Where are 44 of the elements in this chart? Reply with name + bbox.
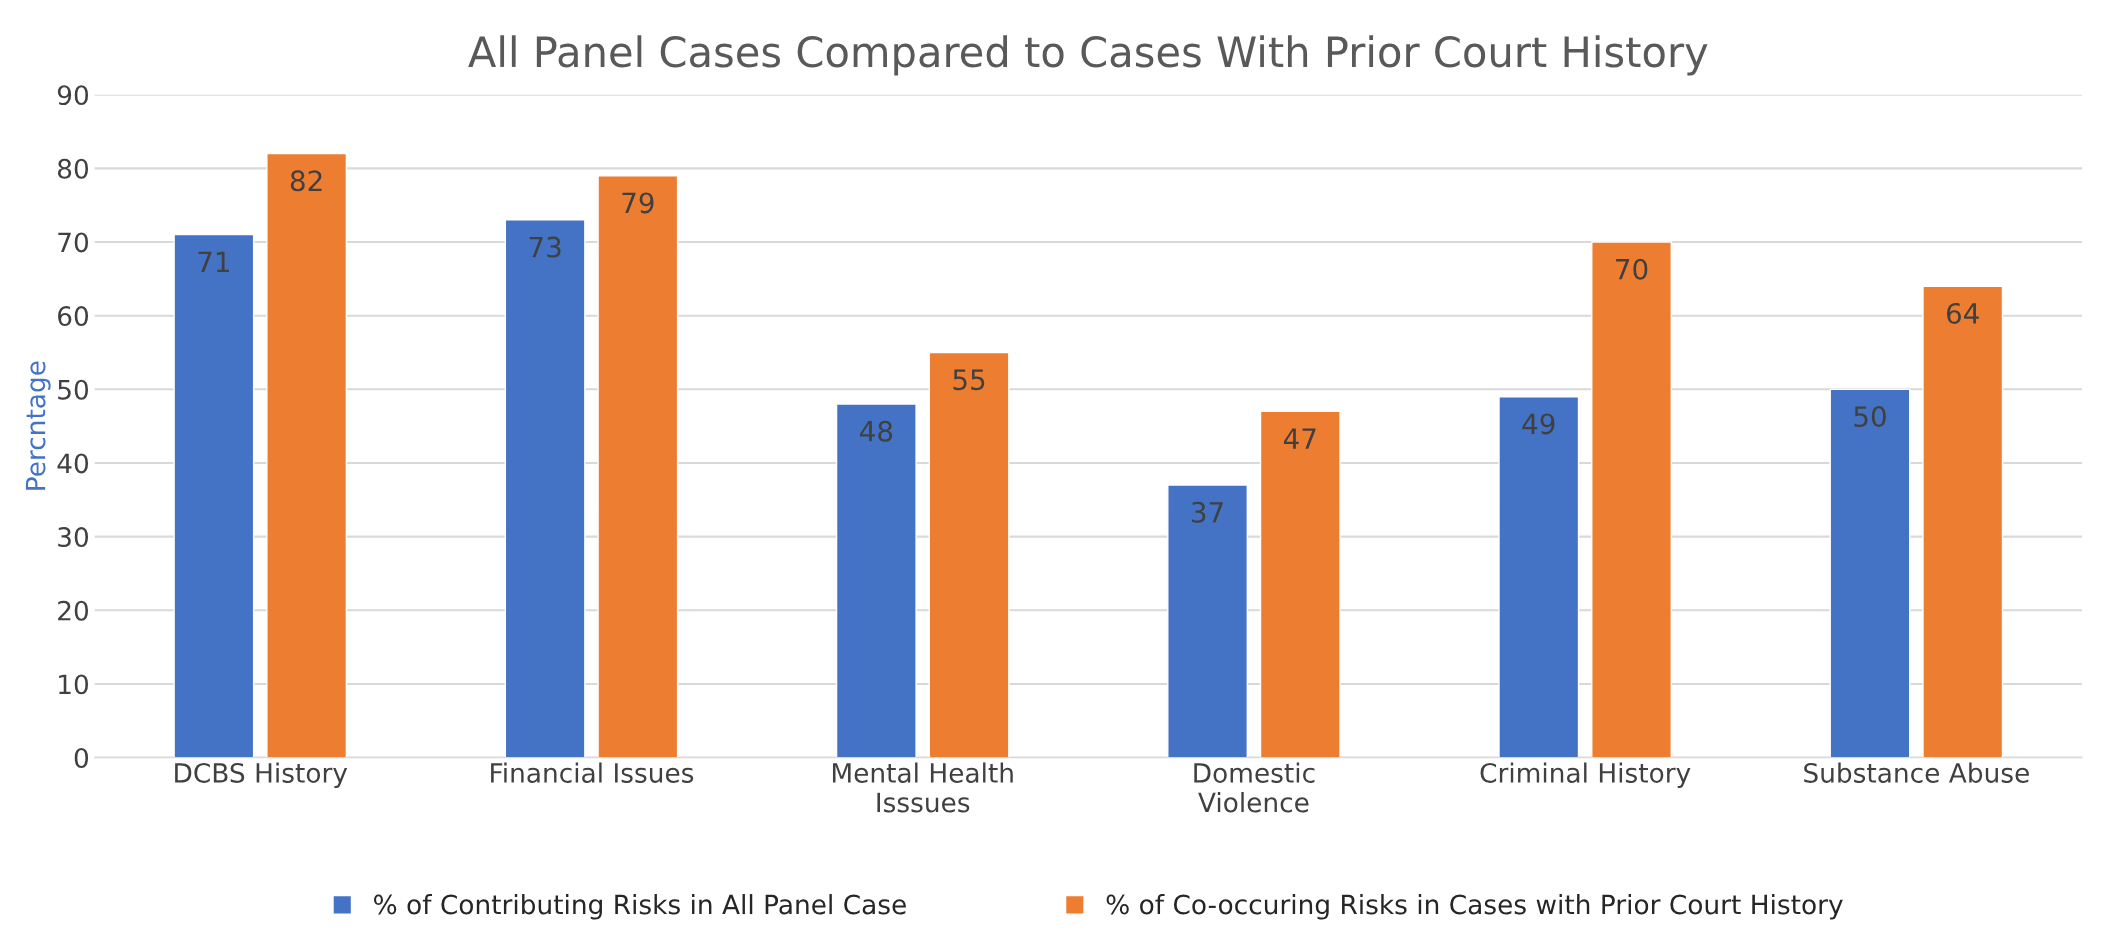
y-tick-label: 20 (58, 600, 89, 621)
bar (1498, 395, 1580, 758)
y-tick-label: 10 (59, 674, 89, 695)
bar (1167, 484, 1248, 758)
chart-title: All Panel Cases Compared to Cases With Prior Court History (468, 35, 1708, 76)
data-label: 49 (1522, 413, 1555, 435)
y-tick-label: 50 (58, 379, 89, 400)
data-label: 82 (290, 170, 322, 192)
y-tick-label: 70 (58, 232, 89, 253)
x-tick-label: Substance Abuse (1804, 762, 2029, 783)
data-label: 71 (198, 251, 229, 272)
legend-label: % of Co-occuring Risks in Cases with Prior Court History (1106, 894, 1843, 920)
y-tick-label: 80 (57, 158, 89, 179)
y-tick-label: 90 (57, 85, 89, 106)
data-label: 37 (1191, 501, 1223, 523)
bar (266, 152, 348, 758)
x-tick-label: Financial Issues (491, 762, 694, 783)
bar (597, 175, 679, 758)
x-tick-label: Mental Health Isssues (832, 762, 1013, 813)
data-label: 73 (529, 236, 561, 258)
bar (173, 233, 255, 758)
data-label: 55 (953, 369, 985, 391)
y-tick-label: 0 (74, 748, 89, 768)
y-tick-label: 30 (58, 527, 89, 548)
x-tick-label: DCBS History (175, 762, 348, 788)
data-label: 70 (1616, 258, 1648, 280)
data-label: 79 (622, 192, 654, 214)
bar (1922, 285, 2004, 758)
y-tick-label: 60 (58, 306, 89, 327)
data-label: 48 (860, 420, 893, 442)
bar (504, 219, 586, 758)
legend-label: % of Contributing Risks in All Panel Case (374, 894, 906, 920)
x-tick-label: Criminal History (1480, 762, 1691, 788)
data-label: 50 (1854, 406, 1886, 428)
bar (928, 351, 1010, 758)
y-tick-label: 40 (57, 453, 89, 474)
data-label: 47 (1283, 428, 1316, 449)
bar (835, 403, 917, 758)
data-label: 64 (1947, 302, 1979, 324)
bar (1259, 410, 1341, 758)
bar (1829, 388, 1911, 758)
y-axis-title: Percntage (25, 361, 51, 490)
x-tick-label: Domestic Violence (1194, 762, 1315, 813)
bar (1591, 241, 1672, 758)
